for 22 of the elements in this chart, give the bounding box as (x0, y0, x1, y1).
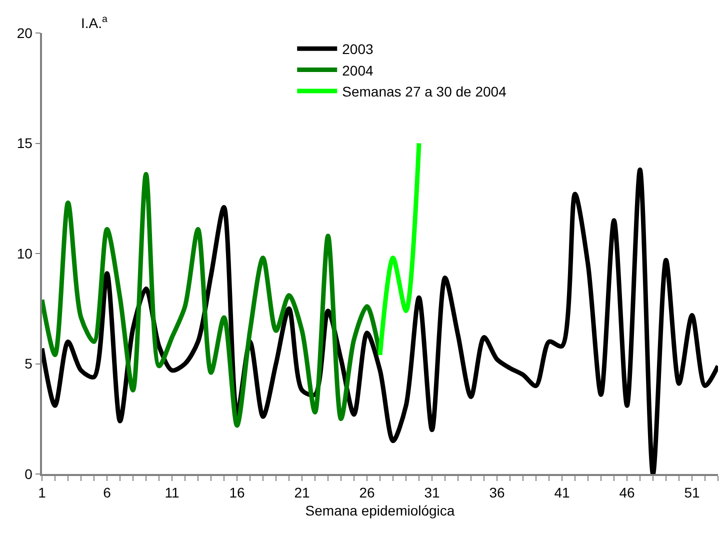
x-axis-title: Semana epidemiológica (305, 502, 455, 518)
x-tick-label: 21 (294, 484, 310, 501)
y-tick-label: 5 (24, 356, 33, 372)
legend-label: 2004 (342, 62, 374, 78)
legend-label: Semanas 27 a 30 de 2004 (342, 83, 507, 100)
x-tick-label: 1 (38, 484, 46, 501)
x-tick-label: 51 (684, 484, 700, 501)
y-tick-label: 15 (16, 135, 33, 152)
x-tick-label: 26 (359, 484, 375, 501)
x-tick-label: 31 (424, 484, 440, 501)
x-tick-label: 36 (489, 484, 505, 501)
legend-label: 2003 (342, 41, 374, 58)
y-tick-label: 10 (16, 245, 33, 262)
x-tick-label: 41 (554, 484, 570, 501)
line-series (378, 141, 422, 358)
x-tick-label: 6 (103, 484, 112, 501)
y-axis-title: I.A.$^{a}$ (81, 14, 108, 31)
y-tick-label: 20 (16, 24, 33, 41)
x-tick-label: 16 (229, 484, 245, 501)
y-tick-label: 0 (24, 466, 33, 482)
x-tick-label: 11 (164, 484, 180, 501)
x-tick-label: 46 (619, 484, 635, 501)
